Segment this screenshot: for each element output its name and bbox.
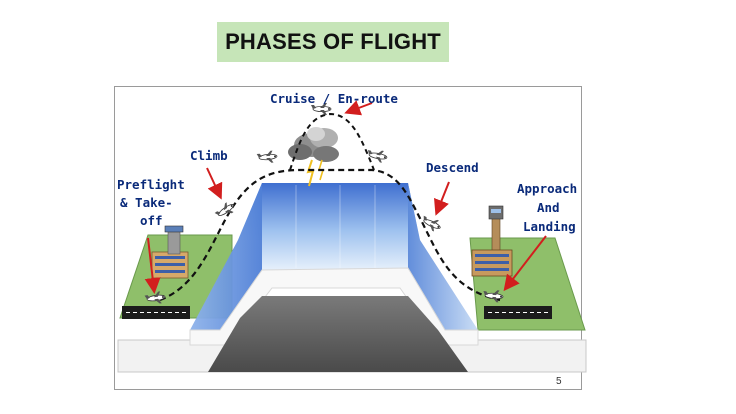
- label-descend: Descend: [426, 160, 479, 175]
- title-banner: PHASES OF FLIGHT: [217, 22, 449, 62]
- cruise-detour-path: [289, 112, 375, 171]
- plane-climb-icon: [213, 199, 238, 222]
- sky-left-wall: [190, 183, 262, 330]
- right-runway: [484, 306, 552, 319]
- sky-right-wall: [408, 183, 478, 330]
- plane-top-of-climb-icon: [256, 149, 278, 165]
- page-title: PHASES OF FLIGHT: [225, 29, 441, 54]
- page-number: 5: [556, 376, 562, 387]
- label-preflight-line-2: & Take-: [120, 195, 173, 210]
- sky-center: [262, 183, 408, 270]
- left-runway: [122, 306, 190, 319]
- label-preflight-line-1: Preflight: [117, 177, 185, 192]
- preflight-arrow: [144, 237, 161, 294]
- label-approach-line-3: Landing: [523, 219, 576, 234]
- right-control-tower: [488, 205, 504, 269]
- descend-arrow: [434, 181, 450, 216]
- storm-cloud: [288, 127, 339, 187]
- label-approach-line-1: Approach: [517, 181, 577, 196]
- left-terminal-building: [151, 225, 189, 279]
- cruise-arrow: [344, 100, 373, 116]
- label-cruise: Cruise / En-route: [270, 91, 398, 106]
- road: [208, 296, 468, 372]
- label-preflight-line-3: off: [140, 213, 163, 228]
- approach-arrow: [503, 235, 547, 292]
- climb-arrow: [206, 167, 223, 200]
- label-approach-line-2: And: [537, 200, 560, 215]
- label-climb: Climb: [190, 148, 228, 163]
- right-terminal-building: [471, 249, 513, 277]
